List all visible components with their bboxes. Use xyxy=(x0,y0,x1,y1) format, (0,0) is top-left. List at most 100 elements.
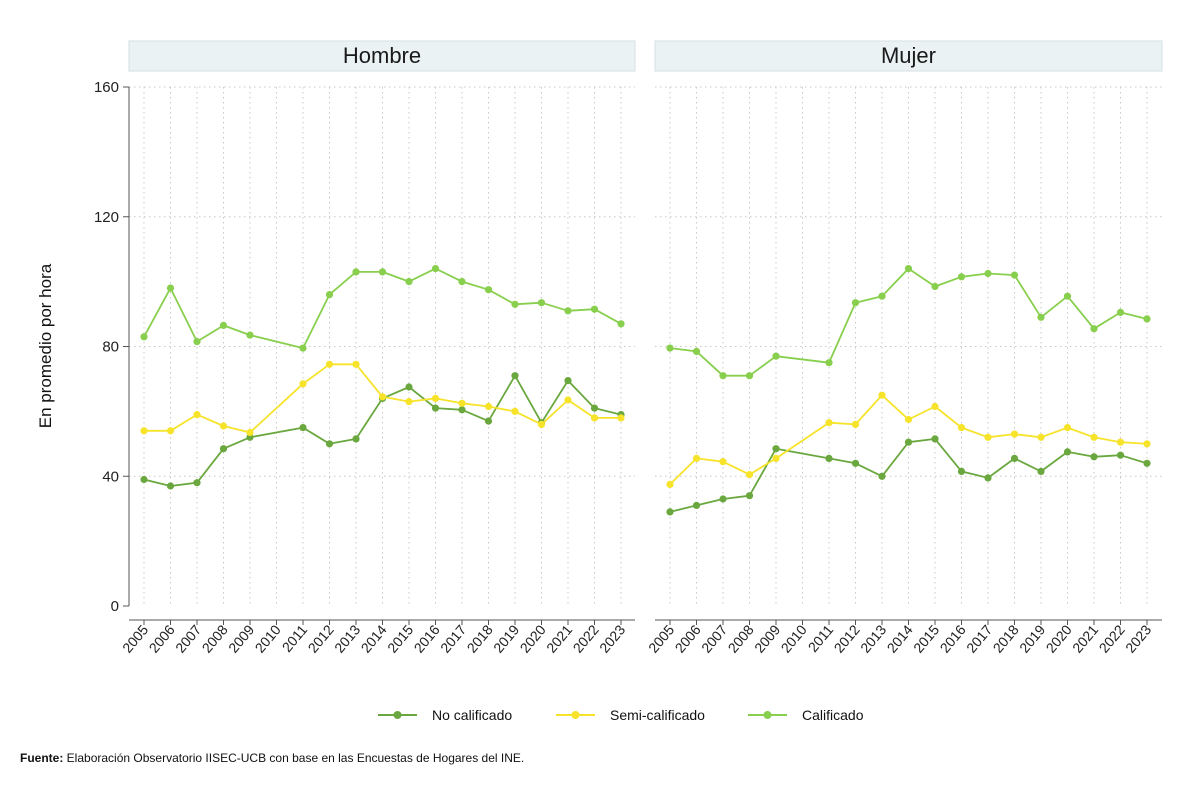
x-tick-label: 2009 xyxy=(225,621,257,655)
series-line xyxy=(144,363,621,434)
x-tick-label: 2013 xyxy=(857,621,889,655)
x-tick-label: 2008 xyxy=(725,621,757,655)
panel-strip xyxy=(654,40,1163,72)
data-point xyxy=(431,404,440,412)
data-point xyxy=(772,445,780,453)
series-line xyxy=(669,437,1148,513)
data-point xyxy=(1037,467,1045,475)
legend-marker xyxy=(763,711,772,719)
x-tick-label: 2010 xyxy=(252,621,284,655)
x-tick-label: 2005 xyxy=(645,621,677,655)
data-point xyxy=(692,454,701,462)
data-point xyxy=(1143,315,1151,323)
x-tick-label: 2019 xyxy=(1016,621,1048,655)
data-point xyxy=(511,300,519,308)
series-line xyxy=(143,267,622,350)
y-tick-label: 80 xyxy=(102,339,119,356)
data-point xyxy=(878,391,886,399)
x-tick-label: 2020 xyxy=(1043,621,1075,655)
data-point xyxy=(1116,438,1125,446)
panel-mujer: Mujer20052006200720082009201020112012201… xyxy=(645,40,1163,656)
legend-item: Calificado xyxy=(748,707,864,723)
data-point xyxy=(299,380,307,388)
data-point xyxy=(984,474,992,482)
data-point xyxy=(1143,440,1151,448)
y-tick-label: 0 xyxy=(111,598,119,615)
legend-item: Semi-calificado xyxy=(556,707,705,723)
data-point xyxy=(352,435,360,443)
data-point xyxy=(1010,271,1019,279)
data-point xyxy=(1090,433,1098,441)
x-tick-label: 2022 xyxy=(570,621,602,655)
data-point xyxy=(1010,454,1019,462)
data-point xyxy=(140,333,148,341)
data-point xyxy=(719,458,727,466)
data-point xyxy=(878,472,886,480)
x-tick-label: 2023 xyxy=(596,621,628,655)
data-point xyxy=(166,482,175,490)
data-point xyxy=(537,420,546,428)
data-point xyxy=(219,321,228,329)
data-point xyxy=(825,359,833,367)
data-point xyxy=(458,406,466,414)
x-tick-label: 2014 xyxy=(884,621,916,655)
data-point xyxy=(590,305,599,313)
data-point xyxy=(193,479,201,487)
data-point xyxy=(431,265,440,273)
data-point xyxy=(617,414,625,422)
data-point xyxy=(745,372,754,380)
x-tick-label: 2011 xyxy=(279,621,311,655)
data-point xyxy=(984,433,992,441)
x-tick-label: 2014 xyxy=(358,621,390,655)
source-text: Elaboración Observatorio IISEC-UCB con b… xyxy=(63,751,525,765)
data-point xyxy=(405,278,413,286)
x-tick-label: 2015 xyxy=(910,621,942,655)
data-point xyxy=(219,445,228,453)
data-point xyxy=(564,377,572,385)
y-tick-label: 120 xyxy=(94,209,119,226)
source-note: Fuente: Elaboración Observatorio IISEC-U… xyxy=(20,751,524,765)
x-tick-label: 2005 xyxy=(119,621,151,655)
data-point xyxy=(904,265,913,273)
data-point xyxy=(458,278,466,286)
data-point xyxy=(352,360,360,368)
data-point xyxy=(325,440,334,448)
data-point xyxy=(1116,451,1125,459)
data-point xyxy=(219,422,228,430)
x-tick-label: 2013 xyxy=(331,621,363,655)
data-point xyxy=(246,331,254,339)
source-label: Fuente: xyxy=(20,751,64,765)
data-point xyxy=(745,471,754,479)
data-point xyxy=(851,459,860,467)
x-tick-label: 2021 xyxy=(543,621,575,655)
data-point xyxy=(957,467,966,475)
x-tick-label: 2007 xyxy=(172,621,204,655)
x-tick-label: 2012 xyxy=(831,621,863,655)
data-point xyxy=(378,393,387,401)
data-point xyxy=(511,372,519,380)
x-tick-label: 2021 xyxy=(1069,621,1101,655)
panel-strip xyxy=(128,40,636,72)
data-point xyxy=(957,273,966,281)
data-point xyxy=(1010,430,1019,438)
data-point xyxy=(617,320,625,328)
data-point xyxy=(405,398,413,406)
data-point xyxy=(246,428,254,437)
data-point xyxy=(166,427,175,435)
x-tick-label: 2020 xyxy=(517,621,549,655)
data-point xyxy=(745,492,754,500)
data-point xyxy=(904,415,913,424)
x-tick-label: 2018 xyxy=(464,621,496,655)
x-tick-label: 2015 xyxy=(384,621,416,655)
data-point xyxy=(140,427,148,435)
data-point xyxy=(352,268,360,276)
data-point xyxy=(590,414,599,422)
data-point xyxy=(378,268,387,276)
series-line xyxy=(669,267,1148,377)
data-point xyxy=(590,404,599,412)
legend-label: Semi-calificado xyxy=(610,707,705,723)
data-point xyxy=(692,347,701,355)
chart: En promedio por hora Hombre 0 40 80 120 160 200… xyxy=(36,40,1163,723)
data-point xyxy=(851,420,860,428)
data-point xyxy=(537,299,546,307)
